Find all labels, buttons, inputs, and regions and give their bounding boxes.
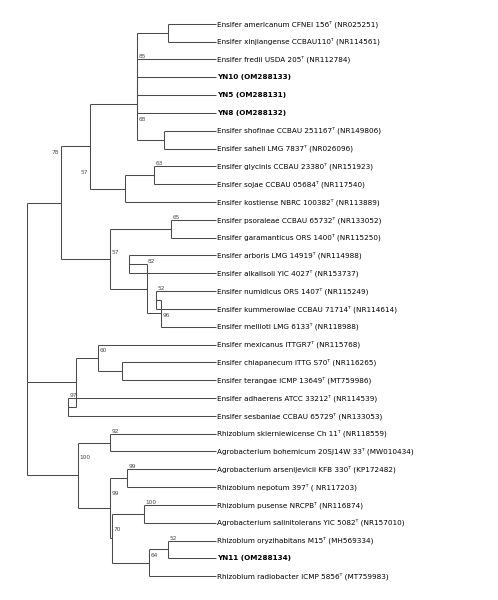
- Text: 97: 97: [70, 393, 77, 398]
- Text: 100: 100: [145, 500, 157, 505]
- Text: 68: 68: [138, 117, 145, 122]
- Text: YN11 (OM288134): YN11 (OM288134): [217, 556, 291, 562]
- Text: Ensifer arboris LMG 14919ᵀ (NR114988): Ensifer arboris LMG 14919ᵀ (NR114988): [217, 252, 362, 259]
- Text: 52: 52: [158, 286, 165, 291]
- Text: Rhizobium oryzihabitans M15ᵀ (MH569334): Rhizobium oryzihabitans M15ᵀ (MH569334): [217, 537, 374, 544]
- Text: Ensifer glycinis CCBAU 23380ᵀ (NR151923): Ensifer glycinis CCBAU 23380ᵀ (NR151923): [217, 163, 374, 170]
- Text: 63: 63: [155, 161, 163, 166]
- Text: 52: 52: [170, 536, 177, 541]
- Text: Ensifer mexicanus ITTGR7ᵀ (NR115768): Ensifer mexicanus ITTGR7ᵀ (NR115768): [217, 341, 361, 348]
- Text: 57: 57: [81, 170, 88, 175]
- Text: Ensifer chiapanecum ITTG S70ᵀ (NR116265): Ensifer chiapanecum ITTG S70ᵀ (NR116265): [217, 359, 376, 366]
- Text: Ensifer kostiense NBRC 100382ᵀ (NR113889): Ensifer kostiense NBRC 100382ᵀ (NR113889…: [217, 198, 380, 206]
- Text: 82: 82: [148, 259, 155, 265]
- Text: 60: 60: [99, 349, 107, 353]
- Text: Ensifer psoraleae CCBAU 65732ᵀ (NR133052): Ensifer psoraleae CCBAU 65732ᵀ (NR133052…: [217, 216, 381, 224]
- Text: Ensifer americanum CFNEI 156ᵀ (NR025251): Ensifer americanum CFNEI 156ᵀ (NR025251): [217, 20, 378, 28]
- Text: Agrobacterium salinitolerans YIC 5082ᵀ (NR157010): Agrobacterium salinitolerans YIC 5082ᵀ (…: [217, 519, 405, 526]
- Text: Ensifer adhaerens ATCC 33212ᵀ (NR114539): Ensifer adhaerens ATCC 33212ᵀ (NR114539): [217, 394, 377, 402]
- Text: Ensifer fredii USDA 205ᵀ (NR112784): Ensifer fredii USDA 205ᵀ (NR112784): [217, 56, 351, 63]
- Text: 64: 64: [150, 553, 158, 559]
- Text: Rhizobium radiobacter ICMP 5856ᵀ (MT759983): Rhizobium radiobacter ICMP 5856ᵀ (MT7599…: [217, 572, 389, 580]
- Text: Ensifer sojae CCBAU 05684ᵀ (NR117540): Ensifer sojae CCBAU 05684ᵀ (NR117540): [217, 181, 365, 188]
- Text: 96: 96: [163, 313, 170, 318]
- Text: 99: 99: [112, 491, 119, 496]
- Text: Ensifer xinjiangense CCBAU110ᵀ (NR114561): Ensifer xinjiangense CCBAU110ᵀ (NR114561…: [217, 38, 380, 46]
- Text: 70: 70: [114, 527, 122, 532]
- Text: YN10 (OM288133): YN10 (OM288133): [217, 74, 291, 80]
- Text: 78: 78: [51, 150, 59, 155]
- Text: 92: 92: [112, 428, 119, 434]
- Text: 65: 65: [172, 215, 180, 220]
- Text: YN8 (OM288132): YN8 (OM288132): [217, 110, 286, 116]
- Text: 100: 100: [80, 455, 91, 460]
- Text: Ensifer garamanticus ORS 1400ᵀ (NR115250): Ensifer garamanticus ORS 1400ᵀ (NR115250…: [217, 234, 381, 241]
- Text: Agrobacterium bohemicum 20SJ14W 33ᵀ (MW010434): Agrobacterium bohemicum 20SJ14W 33ᵀ (MW0…: [217, 448, 414, 455]
- Text: 99: 99: [128, 464, 136, 469]
- Text: 85: 85: [138, 55, 146, 59]
- Text: Rhizobium skierniewicense Ch 11ᵀ (NR118559): Rhizobium skierniewicense Ch 11ᵀ (NR1185…: [217, 430, 387, 437]
- Text: Ensifer alkalisoli YIC 4027ᵀ (NR153737): Ensifer alkalisoli YIC 4027ᵀ (NR153737): [217, 269, 359, 277]
- Text: Rhizobium pusense NRCPBᵀ (NR116874): Rhizobium pusense NRCPBᵀ (NR116874): [217, 501, 363, 509]
- Text: Ensifer saheli LMG 7837ᵀ (NR026096): Ensifer saheli LMG 7837ᵀ (NR026096): [217, 145, 353, 152]
- Text: Agrobacterium arsenijevicii KFB 330ᵀ (KP172482): Agrobacterium arsenijevicii KFB 330ᵀ (KP…: [217, 466, 396, 473]
- Text: Ensifer kummerowiae CCBAU 71714ᵀ (NR114614): Ensifer kummerowiae CCBAU 71714ᵀ (NR1146…: [217, 305, 397, 313]
- Text: Rhizobium nepotum 397ᵀ ( NR117203): Rhizobium nepotum 397ᵀ ( NR117203): [217, 484, 357, 491]
- Text: Ensifer terangae ICMP 13649ᵀ (MT759986): Ensifer terangae ICMP 13649ᵀ (MT759986): [217, 376, 372, 384]
- Text: Ensifer numidicus ORS 1407ᵀ (NR115249): Ensifer numidicus ORS 1407ᵀ (NR115249): [217, 287, 369, 295]
- Text: Ensifer sesbaniae CCBAU 65729ᵀ (NR133053): Ensifer sesbaniae CCBAU 65729ᵀ (NR133053…: [217, 412, 382, 419]
- Text: Ensifer meliloti LMG 6133ᵀ (NR118988): Ensifer meliloti LMG 6133ᵀ (NR118988): [217, 323, 359, 331]
- Text: YN5 (OM288131): YN5 (OM288131): [217, 92, 286, 98]
- Text: 57: 57: [112, 250, 119, 256]
- Text: Ensifer shofinae CCBAU 251167ᵀ (NR149806): Ensifer shofinae CCBAU 251167ᵀ (NR149806…: [217, 127, 381, 134]
